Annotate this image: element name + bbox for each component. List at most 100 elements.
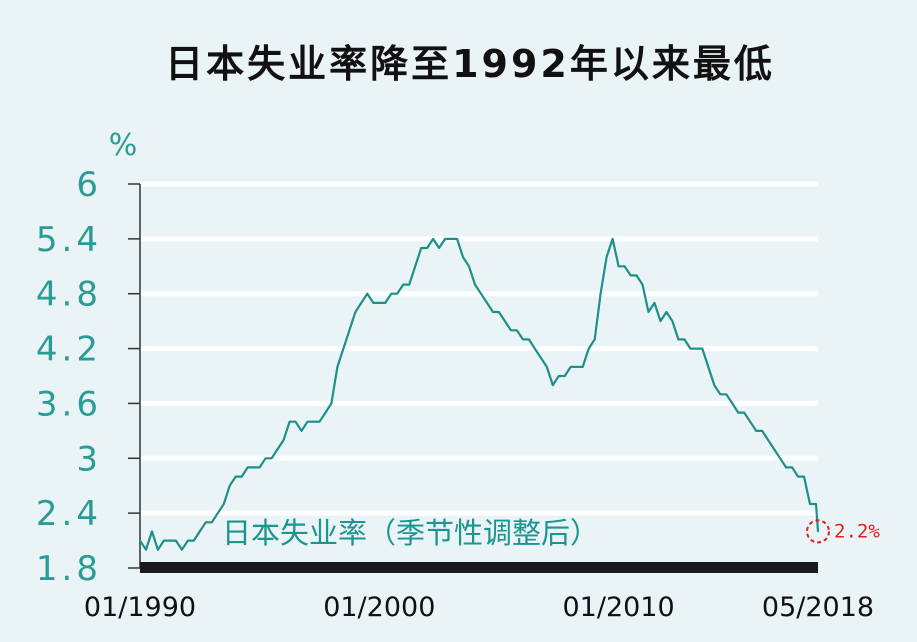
data-point <box>653 302 656 304</box>
data-point <box>181 548 183 551</box>
y-tick-label: 3.6 <box>36 384 102 424</box>
data-point <box>528 338 530 341</box>
data-point <box>300 430 303 432</box>
series-layer <box>139 237 820 551</box>
data-point <box>145 548 147 551</box>
data-point <box>306 420 309 423</box>
data-point <box>809 503 811 505</box>
data-point <box>354 311 357 313</box>
data-point <box>252 466 255 469</box>
data-point <box>623 265 626 268</box>
data-point <box>551 384 554 386</box>
data-point <box>288 420 291 423</box>
data-point <box>504 320 506 322</box>
data-point <box>480 292 482 295</box>
data-point <box>817 530 819 533</box>
data-point <box>276 448 279 450</box>
data-point <box>737 411 740 414</box>
data-point <box>510 329 512 332</box>
data-point <box>815 503 817 505</box>
data-point <box>713 384 716 386</box>
data-point <box>414 265 417 268</box>
data-point <box>336 366 339 368</box>
data-point <box>773 448 775 450</box>
y-tick-label: 4.8 <box>36 275 102 315</box>
y-tick-label: 4.2 <box>36 330 102 370</box>
data-point <box>163 539 165 542</box>
data-point <box>659 320 662 322</box>
data-point <box>761 430 764 432</box>
data-point <box>581 366 584 368</box>
data-point <box>324 411 327 414</box>
data-point <box>151 530 153 533</box>
data-point <box>635 274 638 277</box>
data-point <box>677 338 680 341</box>
data-point <box>755 430 758 432</box>
data-point <box>396 292 399 295</box>
data-point <box>438 247 440 249</box>
data-point <box>545 366 548 368</box>
data-point <box>743 411 746 414</box>
data-point <box>210 521 213 524</box>
data-point <box>175 539 177 542</box>
data-point <box>731 402 734 405</box>
x-tick-label: 01/1990 <box>84 592 196 623</box>
data-point <box>432 238 434 240</box>
data-point <box>665 311 668 313</box>
data-point <box>522 338 524 341</box>
data-point <box>426 247 429 249</box>
data-point <box>222 503 225 505</box>
gridlines <box>128 181 818 569</box>
data-point <box>318 420 321 423</box>
data-point <box>390 292 393 295</box>
data-point <box>228 484 231 487</box>
y-tick-label: 3 <box>76 439 102 479</box>
y-axis-unit-label: % <box>109 128 138 163</box>
data-point <box>192 539 195 542</box>
data-point <box>450 238 452 240</box>
data-point <box>282 439 285 441</box>
data-point <box>187 539 189 542</box>
data-point <box>486 302 488 304</box>
y-tick-label: 6 <box>76 165 102 205</box>
data-point <box>719 393 722 396</box>
data-point <box>169 539 171 542</box>
data-point <box>516 329 518 332</box>
data-point <box>599 292 602 295</box>
data-point <box>683 338 686 341</box>
data-point <box>797 475 799 478</box>
data-point <box>402 283 405 286</box>
x-tick-labels: 01/1990 01/2000 01/2010 05/2018 <box>84 592 874 623</box>
data-point <box>767 439 769 441</box>
data-point <box>785 466 787 469</box>
chart-title: 日本失业率降至1992年以来最低 <box>165 42 775 86</box>
data-point <box>605 256 608 258</box>
data-point <box>593 338 596 341</box>
data-point <box>557 375 560 377</box>
data-point <box>539 356 542 359</box>
data-point <box>139 539 141 542</box>
data-point <box>749 420 752 423</box>
data-point <box>695 347 698 350</box>
data-point <box>420 247 423 249</box>
data-point <box>456 238 458 240</box>
data-point <box>779 457 781 460</box>
x-tick-label: 01/2010 <box>563 592 675 623</box>
data-point <box>384 302 387 304</box>
series-line <box>139 237 820 551</box>
data-point <box>791 466 793 469</box>
data-point <box>246 466 249 469</box>
y-tick-label: 2.4 <box>36 494 102 534</box>
data-point <box>294 420 297 423</box>
data-point <box>240 475 243 478</box>
y-tick-label: 5.4 <box>36 220 102 260</box>
data-point <box>575 366 578 368</box>
data-point <box>312 420 315 423</box>
data-point <box>629 274 632 277</box>
data-point <box>372 302 375 304</box>
x-axis-baseline <box>140 562 818 573</box>
data-point <box>366 292 369 295</box>
data-point <box>204 521 207 524</box>
data-point <box>671 320 674 322</box>
data-point <box>647 311 650 313</box>
